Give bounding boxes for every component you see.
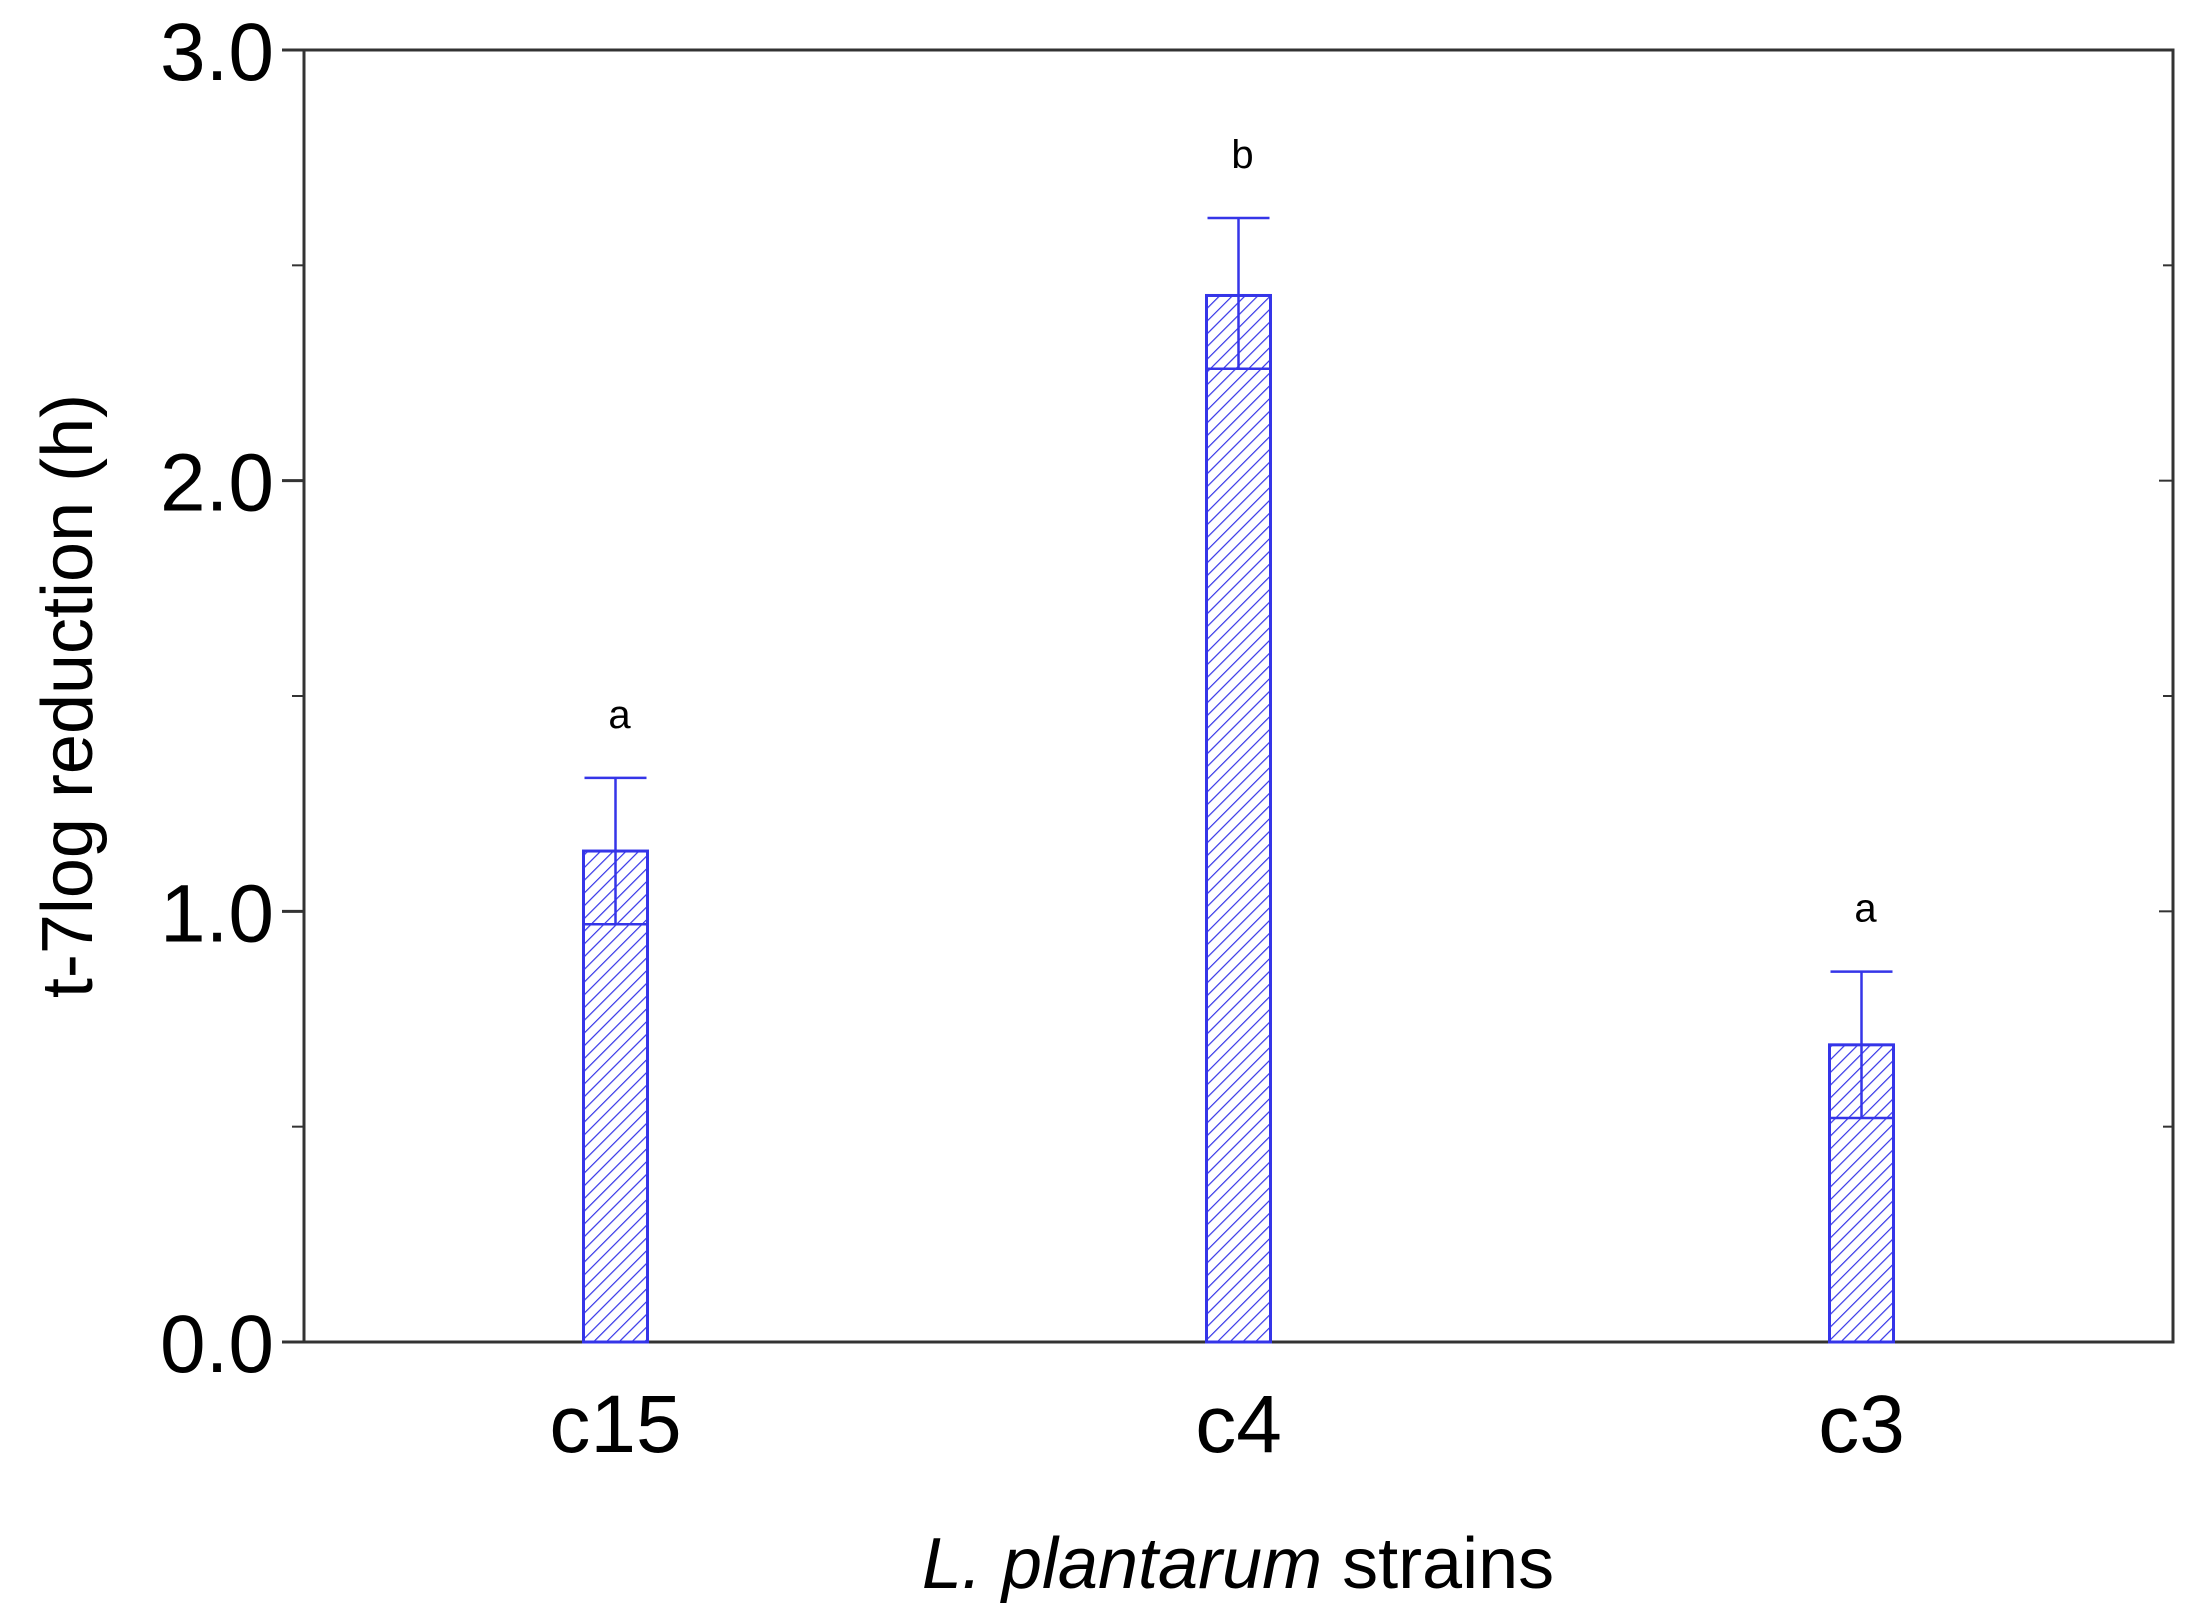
y-axis-ticks (282, 48, 2173, 1344)
y-tick-label-3: 3.0 (160, 7, 274, 98)
x-tick-label-c3: c3 (1818, 1379, 1905, 1470)
y-tick-label-2: 2.0 (160, 438, 274, 529)
y-axis-title: t-7log reduction (h) (28, 394, 108, 998)
x-axis-tick-labels: c15 c4 c3 (549, 1379, 1904, 1470)
x-axis-title-rest: strains (1322, 1524, 1554, 1604)
significance-letter-c4: b (1231, 133, 1253, 177)
significance-letter-c15: a (608, 693, 631, 737)
y-tick-label-0: 0.0 (160, 1299, 274, 1390)
significance-letters: a b a (608, 133, 1877, 931)
bar-c15 (582, 849, 649, 1344)
y-axis-tick-labels: 0.0 1.0 2.0 3.0 (160, 7, 274, 1390)
x-axis-title: L. plantarum strains (922, 1524, 1554, 1604)
x-tick-label-c15: c15 (549, 1379, 681, 1470)
bars (582, 293, 1895, 1344)
error-bars (584, 216, 1893, 1120)
plot-area: 0.0 1.0 2.0 3.0 a b a c15 c4 c3 (160, 7, 2175, 1470)
y-tick-label-1: 1.0 (160, 868, 274, 959)
x-axis-title-italic: L. plantarum (922, 1524, 1322, 1604)
x-tick-label-c4: c4 (1195, 1379, 1282, 1470)
bar-c4 (1205, 293, 1272, 1344)
significance-letter-c3: a (1854, 887, 1877, 931)
